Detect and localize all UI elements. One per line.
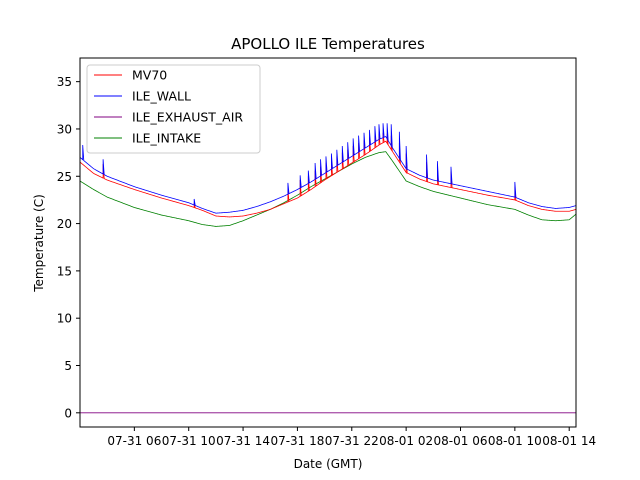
x-tick-label: 07-31 18 [270, 434, 324, 448]
x-tick-label: 08-01 10 [488, 434, 542, 448]
y-tick-label: 35 [57, 75, 72, 89]
y-tick-label: 10 [57, 312, 72, 326]
legend-label-ile-wall: ILE_WALL [132, 89, 191, 104]
legend-label-mv70: MV70 [132, 68, 167, 83]
x-tick-label: 08-01 06 [434, 434, 488, 448]
x-tick-label: 07-31 22 [325, 434, 379, 448]
x-tick-label: 08-01 02 [379, 434, 433, 448]
chart-title: APOLLO ILE Temperatures [231, 35, 425, 53]
series-ile-intake [79, 151, 577, 227]
plot-frame [79, 57, 577, 428]
y-tick-label: 5 [64, 359, 72, 373]
legend-box [86, 64, 261, 154]
x-tick-label: 07-31 14 [216, 434, 270, 448]
series-layer [79, 123, 577, 414]
y-ticks: 0 5 10 15 20 25 30 35 [57, 75, 80, 420]
y-tick-label: 25 [57, 170, 72, 184]
x-axis-label: Date (GMT) [294, 457, 363, 471]
y-tick-label: 0 [64, 406, 72, 420]
legend-label-ile-intake: ILE_INTAKE [132, 131, 201, 146]
y-tick-label: 30 [57, 122, 72, 136]
x-tick-label: 07-31 06 [107, 434, 161, 448]
series-line-ile-wall [79, 123, 577, 214]
series-line-ile-intake [79, 151, 577, 227]
y-tick-label: 20 [57, 217, 72, 231]
y-axis-label: Temperature (C) [32, 194, 46, 293]
x-tick-label: 07-31 10 [162, 434, 216, 448]
legend: MV70 ILE_WALL ILE_EXHAUST_AIR ILE_INTAKE [86, 64, 261, 154]
series-ile-wall [79, 123, 577, 214]
y-tick-label: 15 [57, 264, 72, 278]
x-ticks: 07-31 06 07-31 10 07-31 14 07-31 18 07-31 22… [107, 427, 596, 448]
x-tick-label: 08-01 14 [542, 434, 596, 448]
legend-label-ile-exhaust-air: ILE_EXHAUST_AIR [132, 110, 243, 125]
